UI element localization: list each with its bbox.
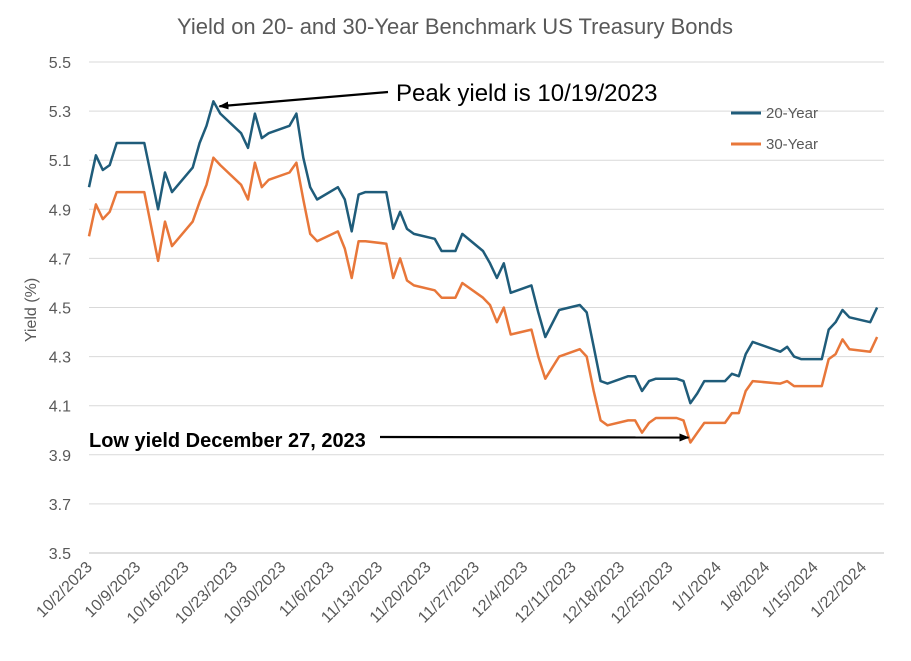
chart-title: Yield on 20- and 30-Year Benchmark US Tr…	[177, 14, 733, 39]
low-annotation-arrow	[379, 433, 690, 442]
peak-annotation-arrow	[218, 90, 389, 110]
y-tick-label: 4.1	[49, 399, 71, 416]
legend-label-20-year: 20-Year	[766, 105, 818, 122]
y-tick-label: 4.9	[49, 202, 71, 219]
y-axis-ticks: 3.5 3.7 3.9 4.1 4.3 4.5 4.7 4.9 5.1 5.3 5.5	[49, 55, 71, 563]
y-tick-label: 3.7	[49, 497, 71, 514]
legend-label-30-year: 30-Year	[766, 136, 818, 153]
series-line-30-year	[87, 156, 879, 444]
low-annotation-label: Low yield December 27, 2023	[89, 430, 366, 452]
y-tick-label: 4.3	[49, 350, 71, 367]
series-lines	[87, 100, 879, 444]
peak-annotation: Peak yield is 10/19/2023	[218, 80, 658, 110]
y-tick-label: 3.9	[49, 448, 71, 465]
y-tick-label: 3.5	[49, 546, 71, 563]
y-tick-label: 4.7	[49, 251, 71, 268]
series-line-20-year	[87, 100, 879, 405]
legend: 20-Year 30-Year	[731, 105, 818, 153]
y-tick-label: 5.1	[49, 153, 71, 170]
peak-annotation-label: Peak yield is 10/19/2023	[396, 80, 658, 107]
y-axis-label: Yield (%)	[23, 278, 40, 342]
y-tick-label: 5.5	[49, 55, 71, 72]
y-tick-label: 5.3	[49, 104, 71, 121]
y-tick-label: 4.5	[49, 301, 71, 318]
low-annotation: Low yield December 27, 2023	[89, 430, 690, 452]
